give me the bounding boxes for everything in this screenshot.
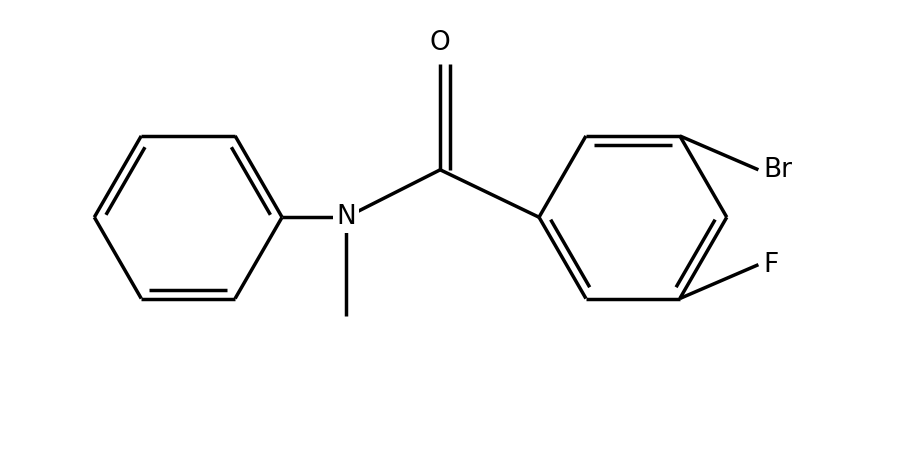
Text: O: O xyxy=(429,30,450,56)
Text: F: F xyxy=(763,252,778,278)
Text: N: N xyxy=(336,204,356,230)
Text: Br: Br xyxy=(763,157,792,183)
